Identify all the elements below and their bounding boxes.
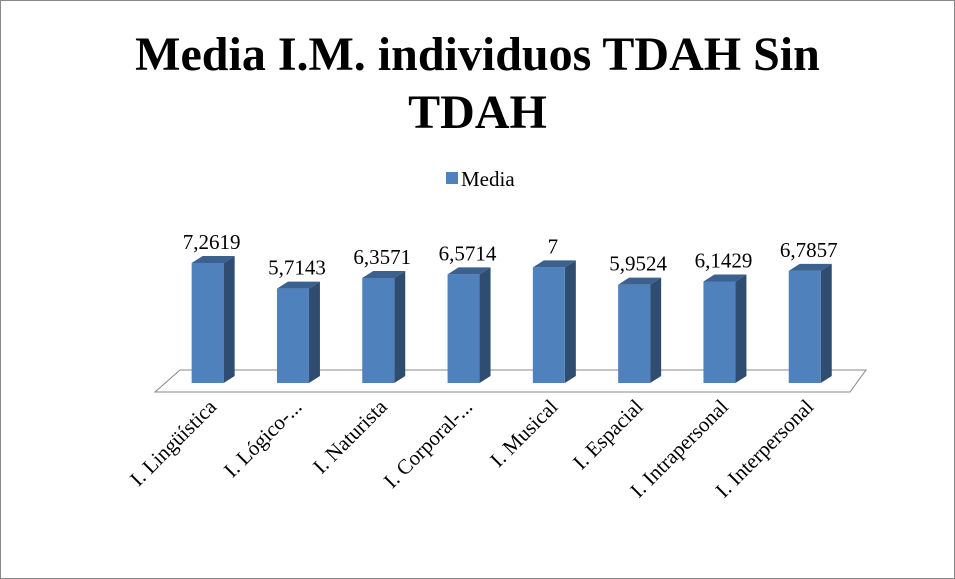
value-label: 7: [548, 234, 559, 258]
bar-front: [362, 277, 395, 383]
bar-side: [308, 281, 320, 383]
bar-top: [362, 270, 406, 278]
value-label: 7,2619: [183, 230, 241, 254]
floor: [153, 369, 867, 393]
bar-side: [223, 256, 235, 383]
bar-front: [191, 263, 224, 383]
bar-side: [394, 270, 406, 383]
value-label: 6,3571: [353, 245, 411, 269]
value-label: 6,1429: [695, 248, 753, 272]
bar-front: [447, 274, 480, 383]
bar-top: [532, 260, 576, 268]
legend-swatch: [446, 172, 458, 184]
bar-side: [564, 260, 576, 383]
bar-top: [618, 277, 662, 285]
value-label: 6,7857: [780, 238, 838, 262]
title-box: Media I.M. individuos TDAH Sin TDAH: [0, 26, 955, 142]
bar: [362, 270, 406, 383]
bar-side: [479, 267, 491, 383]
bar-front: [532, 267, 565, 383]
bar: [276, 281, 320, 383]
bar: [532, 260, 576, 383]
bar-front: [788, 270, 821, 383]
bar: [788, 263, 832, 383]
bar: [447, 267, 491, 383]
bar-top: [191, 256, 235, 263]
bar-side: [820, 263, 832, 383]
bar-front: [276, 288, 309, 383]
value-label: 5,9524: [609, 252, 667, 276]
bar-side: [650, 277, 662, 383]
bar-top: [276, 281, 320, 289]
bar-top: [703, 274, 747, 282]
bar: [618, 277, 662, 383]
legend-label: Media: [461, 167, 515, 191]
bar-top: [447, 267, 491, 275]
bar-top: [788, 263, 832, 271]
value-label: 6,5714: [439, 241, 497, 265]
bar: [191, 256, 235, 383]
bar-front: [618, 284, 651, 383]
bar-front: [703, 281, 736, 383]
bar: [703, 274, 747, 383]
value-label: 5,7143: [268, 256, 326, 280]
bar-side: [735, 274, 747, 383]
chart-title: Media I.M. individuos TDAH Sin TDAH: [135, 28, 820, 139]
